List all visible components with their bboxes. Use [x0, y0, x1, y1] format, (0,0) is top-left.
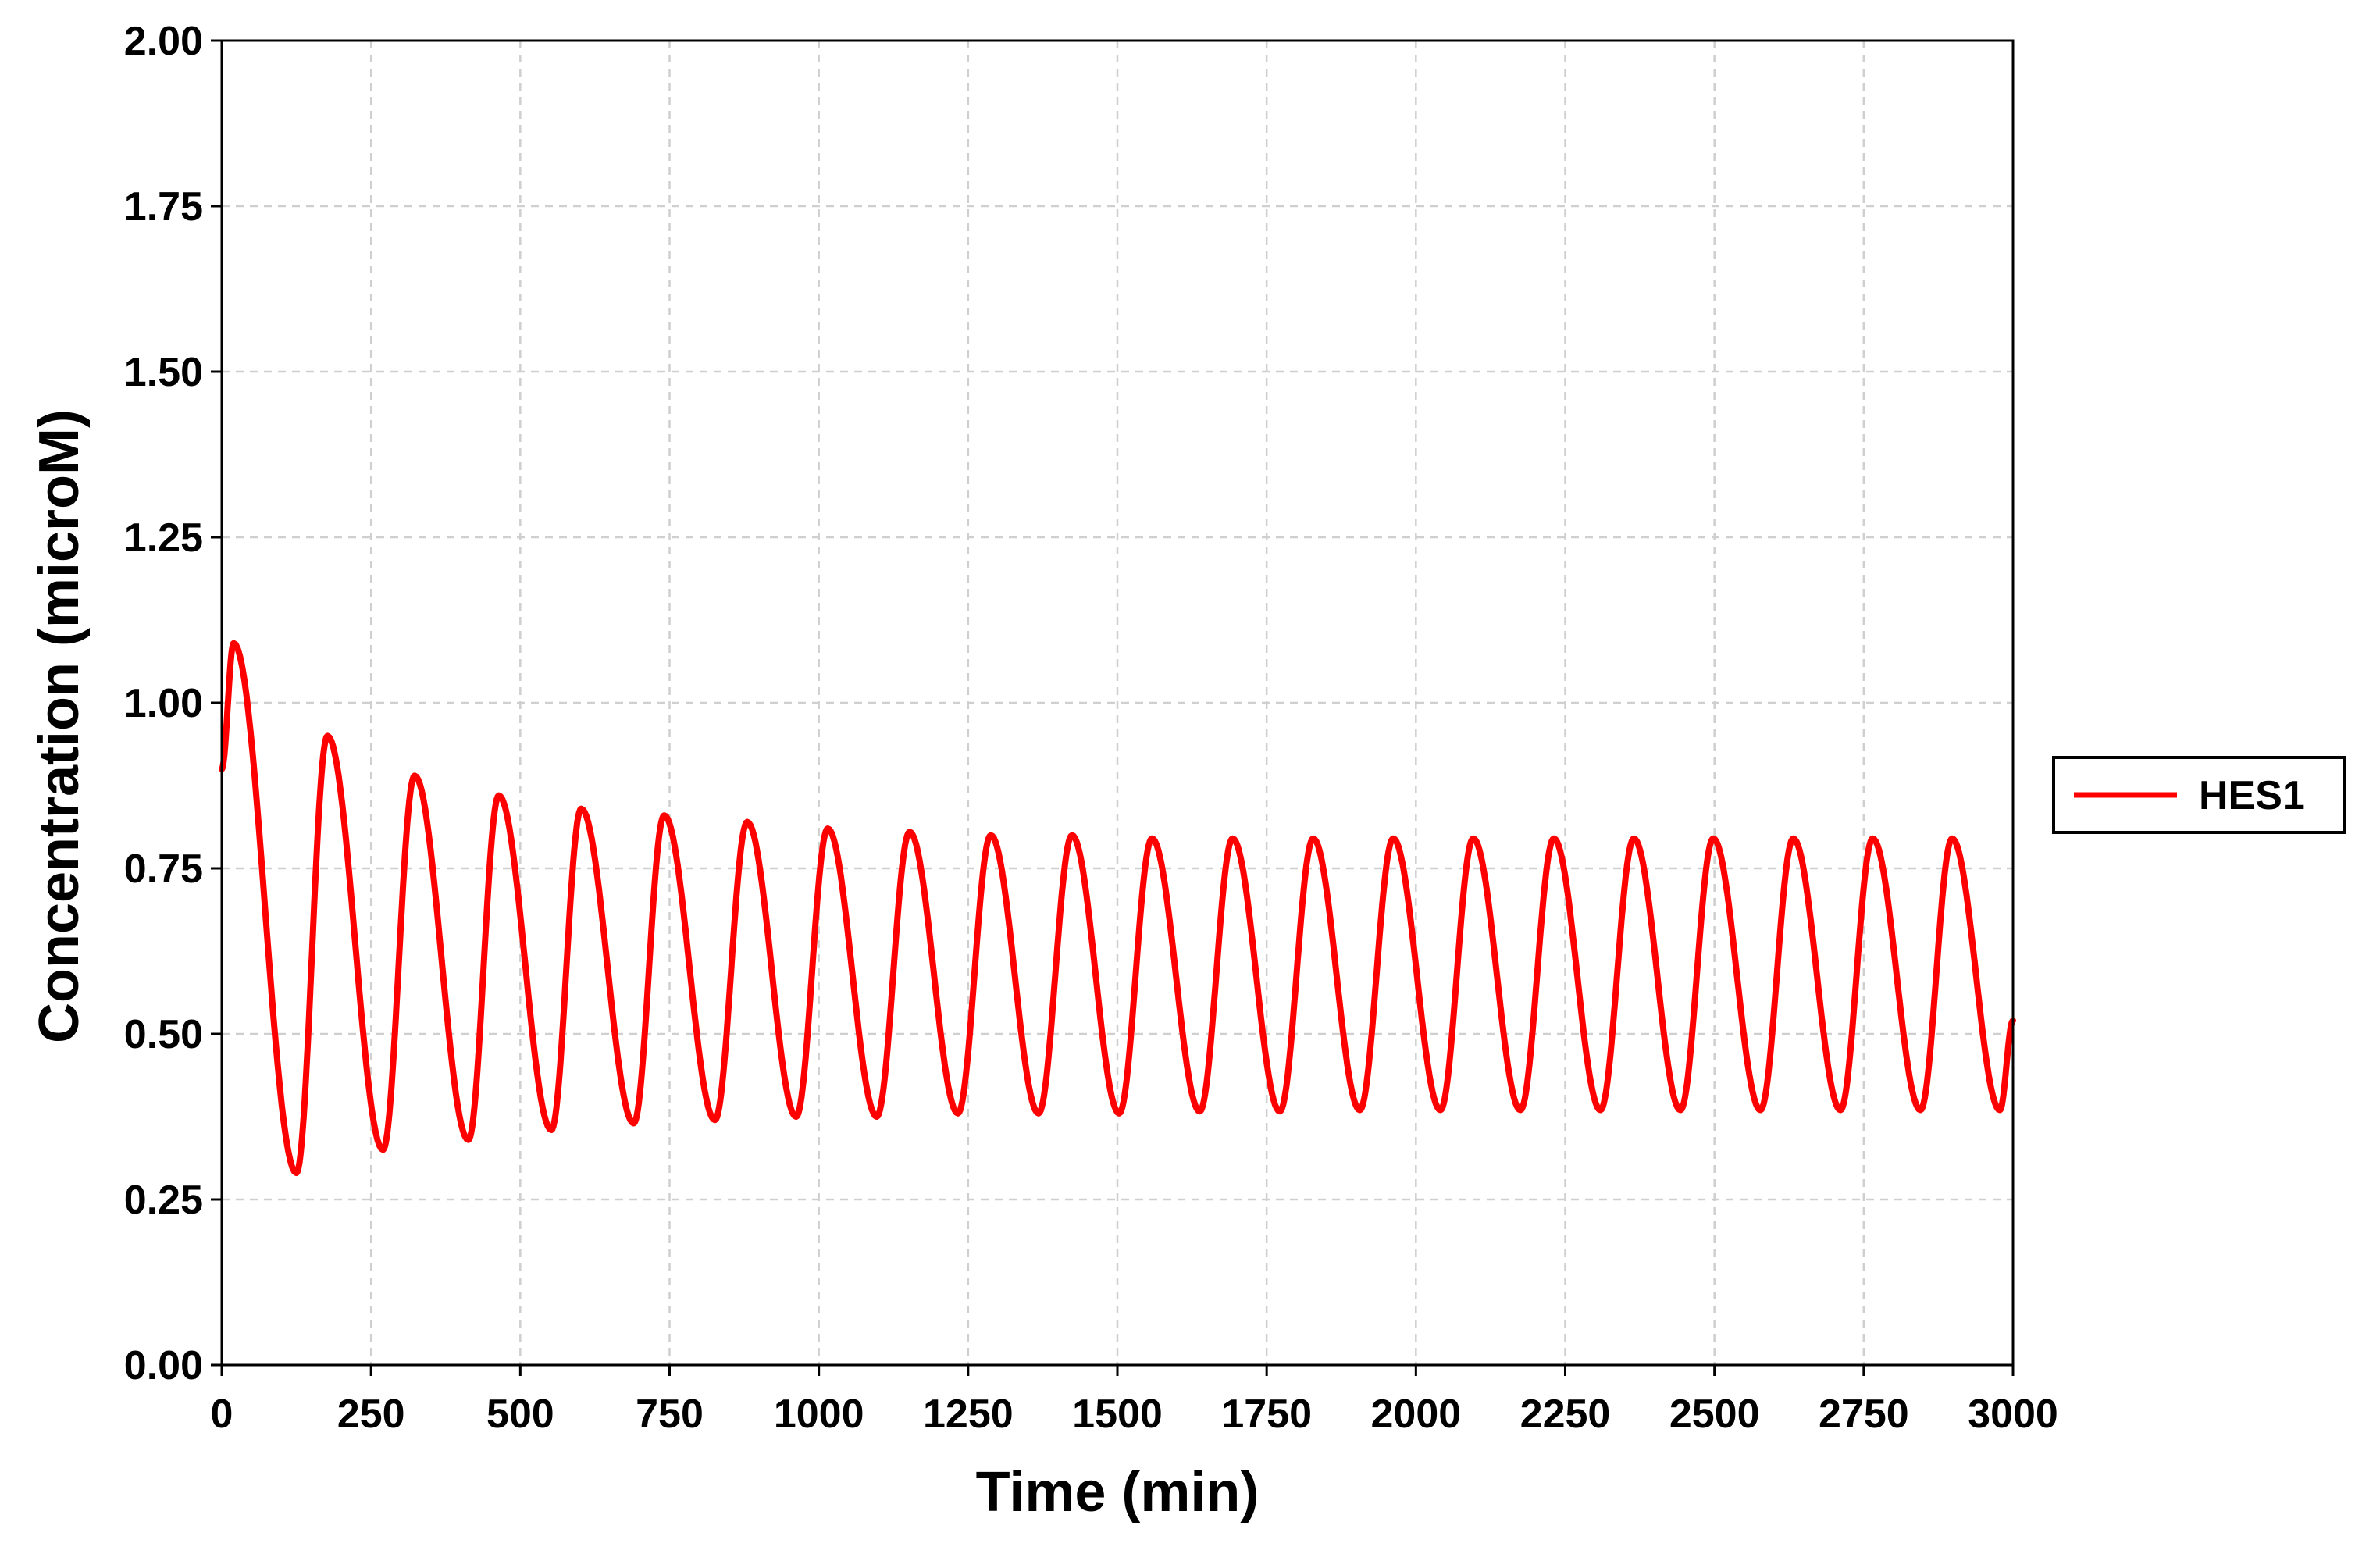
y-tick-label: 0.00 — [124, 1343, 203, 1388]
axis-ticks — [211, 39, 2015, 1376]
x-tick-label: 2250 — [1520, 1392, 1611, 1437]
x-tick-label: 2000 — [1370, 1392, 1461, 1437]
legend-box — [2052, 756, 2346, 834]
y-tick-label: 1.50 — [124, 350, 203, 395]
y-tick-label: 1.25 — [124, 515, 203, 561]
x-tick-label: 2750 — [1819, 1392, 1909, 1437]
x-axis-tick-labels: 0 250 500 750 1000 1250 1500 1750 2000 2250 2500 27… — [211, 1392, 2058, 1437]
y-tick-label: 0.75 — [124, 846, 203, 892]
legend: HES1 — [2052, 756, 2346, 834]
x-tick-label: 1250 — [923, 1392, 1014, 1437]
x-tick-label: 750 — [636, 1392, 704, 1437]
x-tick-label: 2500 — [1669, 1392, 1760, 1437]
series-layer — [219, 640, 2016, 1177]
legend-label-hes1: HES1 — [2199, 773, 2305, 818]
y-tick-label: 2.00 — [124, 19, 203, 64]
x-tick-label: 1750 — [1221, 1392, 1312, 1437]
x-tick-label: 1500 — [1072, 1392, 1163, 1437]
x-tick-label: 0 — [211, 1392, 233, 1437]
grid — [222, 41, 2013, 1365]
y-axis-tick-labels: 0.00 0.25 0.50 0.75 1.00 1.25 1.50 1.75 2.00 — [124, 19, 203, 1388]
x-tick-label: 250 — [337, 1392, 405, 1437]
y-axis-title: Concentration (microM) — [28, 409, 91, 1043]
x-tick-label: 1000 — [774, 1392, 864, 1437]
x-tick-label: 500 — [486, 1392, 554, 1437]
series-line-hes1 — [219, 640, 2016, 1177]
x-axis-title: Time (min) — [976, 1461, 1259, 1524]
y-tick-label: 0.25 — [124, 1178, 203, 1223]
y-tick-label: 1.00 — [124, 681, 203, 726]
y-tick-label: 0.50 — [124, 1012, 203, 1057]
x-tick-label: 3000 — [1968, 1392, 2058, 1437]
y-tick-label: 1.75 — [124, 184, 203, 230]
